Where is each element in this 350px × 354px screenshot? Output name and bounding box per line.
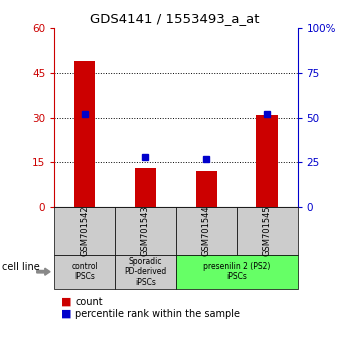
Bar	[196, 171, 217, 207]
Text: count: count	[75, 297, 103, 307]
Bar	[135, 169, 156, 207]
Bar	[74, 61, 95, 207]
Text: presenilin 2 (PS2)
iPSCs: presenilin 2 (PS2) iPSCs	[203, 262, 270, 281]
Text: GSM701543: GSM701543	[141, 206, 150, 256]
Text: ■: ■	[61, 297, 72, 307]
Text: GSM701544: GSM701544	[202, 206, 211, 256]
Text: control
IPSCs: control IPSCs	[71, 262, 98, 281]
Text: GDS4141 / 1553493_a_at: GDS4141 / 1553493_a_at	[90, 12, 260, 25]
Text: cell line: cell line	[2, 262, 40, 273]
Text: GSM701542: GSM701542	[80, 206, 89, 256]
Bar	[257, 115, 278, 207]
Text: Sporadic
PD-derived
iPSCs: Sporadic PD-derived iPSCs	[124, 257, 167, 287]
Text: percentile rank within the sample: percentile rank within the sample	[75, 309, 240, 319]
Text: GSM701545: GSM701545	[262, 206, 272, 256]
Text: ■: ■	[61, 309, 72, 319]
